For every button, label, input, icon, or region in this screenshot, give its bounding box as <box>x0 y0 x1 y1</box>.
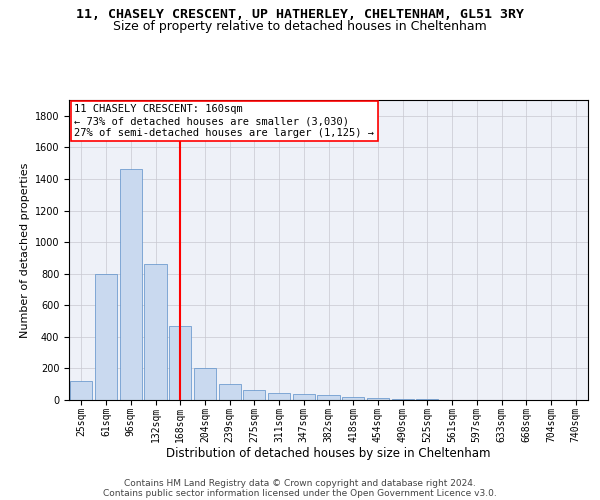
Text: Contains public sector information licensed under the Open Government Licence v3: Contains public sector information licen… <box>103 488 497 498</box>
Bar <box>293 394 315 400</box>
Text: Contains HM Land Registry data © Crown copyright and database right 2024.: Contains HM Land Registry data © Crown c… <box>124 478 476 488</box>
Bar <box>169 326 191 400</box>
X-axis label: Distribution of detached houses by size in Cheltenham: Distribution of detached houses by size … <box>166 447 491 460</box>
Text: 11 CHASELY CRESCENT: 160sqm
← 73% of detached houses are smaller (3,030)
27% of : 11 CHASELY CRESCENT: 160sqm ← 73% of det… <box>74 104 374 138</box>
Bar <box>342 397 364 400</box>
Text: 11, CHASELY CRESCENT, UP HATHERLEY, CHELTENHAM, GL51 3RY: 11, CHASELY CRESCENT, UP HATHERLEY, CHEL… <box>76 8 524 20</box>
Bar <box>194 368 216 400</box>
Bar <box>317 396 340 400</box>
Bar <box>416 399 439 400</box>
Y-axis label: Number of detached properties: Number of detached properties <box>20 162 31 338</box>
Bar <box>70 381 92 400</box>
Bar <box>243 390 265 400</box>
Bar <box>392 398 414 400</box>
Bar <box>218 384 241 400</box>
Bar <box>119 170 142 400</box>
Bar <box>145 264 167 400</box>
Bar <box>268 393 290 400</box>
Bar <box>367 398 389 400</box>
Bar <box>95 274 117 400</box>
Text: Size of property relative to detached houses in Cheltenham: Size of property relative to detached ho… <box>113 20 487 33</box>
